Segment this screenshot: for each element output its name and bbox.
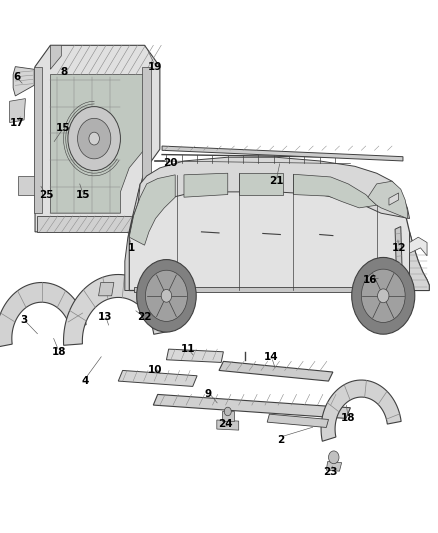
Text: 11: 11 [181,344,196,354]
Polygon shape [118,370,197,386]
Polygon shape [389,193,399,205]
Circle shape [224,407,231,416]
Polygon shape [10,99,25,123]
Polygon shape [99,282,114,296]
Polygon shape [217,420,239,430]
Polygon shape [293,174,377,208]
Text: 17: 17 [9,118,24,127]
Polygon shape [267,414,328,427]
Text: 15: 15 [76,190,91,199]
Polygon shape [35,45,160,232]
Polygon shape [239,173,283,195]
Polygon shape [18,176,37,195]
Text: 25: 25 [39,190,53,199]
Circle shape [145,270,187,321]
Text: 13: 13 [98,312,113,322]
Polygon shape [395,227,402,272]
Text: 8: 8 [60,67,67,77]
Text: 18: 18 [52,347,67,357]
Text: 23: 23 [323,467,338,477]
Text: 6: 6 [13,72,20,82]
Text: 24: 24 [218,419,233,429]
Text: 10: 10 [148,366,163,375]
Circle shape [137,260,196,332]
Polygon shape [125,184,147,290]
Text: 1: 1 [128,243,135,253]
Circle shape [78,118,111,159]
Polygon shape [410,232,429,290]
Polygon shape [64,274,172,345]
Circle shape [89,132,99,145]
Polygon shape [368,181,407,219]
Text: 18: 18 [341,414,356,423]
Polygon shape [321,380,401,441]
Text: 4: 4 [82,376,89,386]
Polygon shape [50,75,145,213]
Text: 2: 2 [277,435,284,445]
Circle shape [328,451,339,464]
Polygon shape [37,216,138,232]
Text: 3: 3 [21,315,28,325]
Polygon shape [129,160,429,290]
Polygon shape [410,237,427,256]
Polygon shape [134,287,407,292]
Circle shape [361,269,405,322]
Text: 20: 20 [163,158,178,167]
Polygon shape [129,175,175,245]
Text: 12: 12 [391,243,406,253]
Text: 9: 9 [205,390,212,399]
Polygon shape [142,67,151,213]
Polygon shape [153,394,350,418]
Polygon shape [0,282,86,347]
Polygon shape [326,462,342,471]
Circle shape [68,107,120,171]
Polygon shape [219,361,333,381]
Polygon shape [50,45,61,69]
Polygon shape [162,146,403,161]
Circle shape [378,289,389,303]
Text: 14: 14 [264,352,279,362]
Text: 15: 15 [56,123,71,133]
Circle shape [161,289,172,302]
Polygon shape [13,67,34,96]
Polygon shape [184,173,228,197]
Polygon shape [136,157,410,227]
Text: 21: 21 [268,176,283,186]
Polygon shape [222,411,234,421]
Polygon shape [166,349,223,362]
Polygon shape [34,67,42,213]
Circle shape [352,257,415,334]
Text: 19: 19 [148,62,162,71]
Text: 22: 22 [137,312,152,322]
Text: 16: 16 [363,275,378,285]
